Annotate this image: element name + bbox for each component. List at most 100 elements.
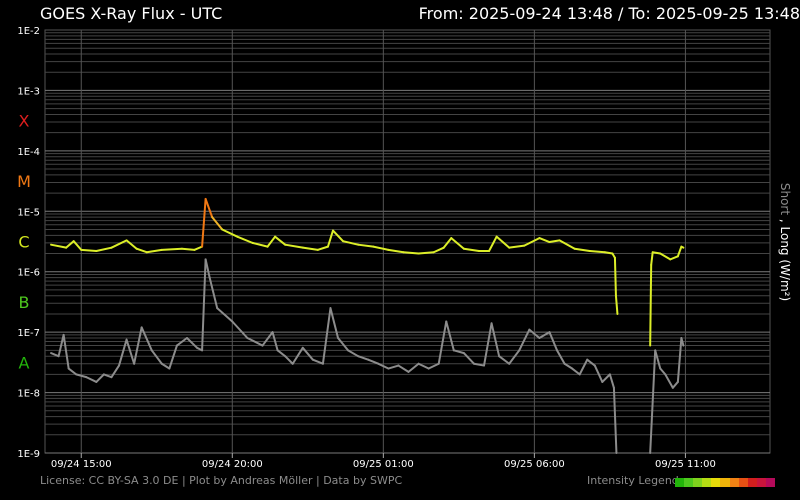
series-short-segment	[676, 336, 683, 383]
series-short-segment	[204, 258, 211, 279]
x-tick-label: 09/24 20:00	[202, 459, 263, 470]
series-short-segment	[85, 376, 98, 383]
series-long-segment	[558, 239, 576, 250]
series-long-segment	[95, 246, 113, 253]
legend-swatch	[675, 478, 685, 487]
series-short-segment	[548, 331, 559, 352]
series-short-segment	[556, 349, 566, 365]
time-range: From: 2025-09-24 13:48 / To: 2025-09-25 …	[418, 4, 800, 23]
series-short-segment	[185, 336, 199, 349]
series-long-segment	[266, 235, 277, 248]
series-short-segment	[216, 307, 234, 323]
series-short-segment	[231, 320, 249, 339]
credits: License: CC BY-SA 3.0 DE | Plot by Andre…	[40, 474, 403, 487]
flare-class-C: C	[18, 233, 29, 252]
series-short-segment	[50, 352, 60, 358]
series-short-segment	[321, 307, 332, 365]
series-short-segment	[593, 364, 604, 383]
legend-swatch	[720, 478, 730, 487]
series-short-segment	[261, 331, 274, 347]
series-short-segment	[417, 362, 430, 370]
series-short-segment	[208, 276, 219, 310]
y-tick-label: 1E-7	[17, 328, 40, 339]
series-short-segment	[57, 333, 65, 358]
series-long-segment	[603, 251, 614, 255]
series-short-segment	[62, 333, 70, 370]
series-long-segment	[180, 247, 196, 251]
series-short-segment	[563, 362, 574, 370]
series-short-segment	[125, 338, 136, 365]
series-long-segment	[125, 239, 138, 250]
series-short-segment	[367, 358, 380, 365]
y-tick-label: 1E-9	[17, 449, 40, 460]
series-short-segment	[311, 358, 324, 365]
series-long-segment	[659, 252, 672, 261]
x-tick-label: 09/25 01:00	[353, 459, 414, 470]
series-short-segment	[246, 336, 264, 347]
series-long-segment	[387, 248, 405, 254]
series-long-segment	[669, 255, 679, 261]
series-short-segment	[284, 355, 294, 365]
flare-class-labels: A B C M X	[17, 112, 31, 373]
x-tick-label: 09/25 06:00	[504, 459, 565, 470]
series-short-segment	[649, 349, 657, 454]
series-short-segment	[387, 364, 400, 370]
series-short-segment	[201, 258, 207, 352]
series-short-segment	[654, 349, 662, 370]
series-short-segment	[664, 373, 674, 389]
legend-swatch	[693, 478, 703, 487]
series-long-segment	[538, 237, 551, 244]
series-short-segment	[175, 336, 188, 347]
series-long-segment	[508, 244, 526, 249]
series-short-segment	[347, 349, 360, 358]
series-long-segment	[204, 197, 214, 219]
series-short-segment	[133, 326, 143, 365]
series-long-segment	[145, 248, 163, 254]
series-short-segment	[528, 328, 541, 339]
series-short-segment	[95, 373, 105, 383]
series-short-segment	[518, 328, 531, 352]
series-long-segment	[50, 243, 68, 249]
series-long-segment	[72, 240, 83, 251]
series-short-segment	[75, 373, 88, 379]
legend-swatch	[738, 478, 748, 487]
x-axis-labels: 09/24 15:00 09/24 20:00 09/25 01:00 09/25 0…	[51, 453, 716, 470]
series-long-segment	[135, 247, 148, 254]
series-long-segment	[284, 243, 304, 249]
series-long-segment	[301, 246, 319, 251]
series-short-segment	[571, 367, 581, 376]
series-short-segment	[140, 326, 153, 352]
series-long-segment	[495, 235, 511, 249]
y-tick-label: 1E-3	[17, 86, 40, 97]
series-long-segment	[372, 245, 390, 251]
series-short-segment	[67, 367, 78, 376]
series-long-segment	[442, 237, 453, 249]
y-tick-label: 1E-4	[17, 147, 40, 158]
series-long-segment	[236, 235, 254, 244]
series-short-segment	[150, 349, 163, 365]
series-long-segment	[274, 235, 287, 246]
series-short-segment	[118, 338, 128, 367]
y-axis-title-short: Short	[778, 183, 792, 215]
legend-swatch	[729, 478, 739, 487]
legend-swatch	[702, 478, 712, 487]
series-short-segment	[397, 364, 410, 373]
series-short-segment	[271, 331, 279, 352]
series-long-segment	[432, 246, 445, 254]
y-tick-label: 1E-8	[17, 389, 40, 400]
series-long-segment	[110, 239, 128, 249]
series-short-segment	[538, 331, 551, 339]
series-long-segment	[80, 248, 98, 253]
series-long-segment	[65, 240, 75, 249]
series-long-segment	[523, 237, 541, 247]
series-short-segment	[612, 386, 618, 454]
legend-swatch	[711, 478, 721, 487]
series-short-segment	[437, 320, 448, 365]
series-short-segment	[357, 355, 370, 361]
series-long-segment	[614, 294, 619, 315]
flare-class-A: A	[19, 353, 30, 372]
series-short-segment	[671, 380, 679, 389]
series-long-segment	[316, 245, 329, 251]
series-long-segment	[417, 251, 435, 255]
series-long-segment	[573, 247, 591, 253]
